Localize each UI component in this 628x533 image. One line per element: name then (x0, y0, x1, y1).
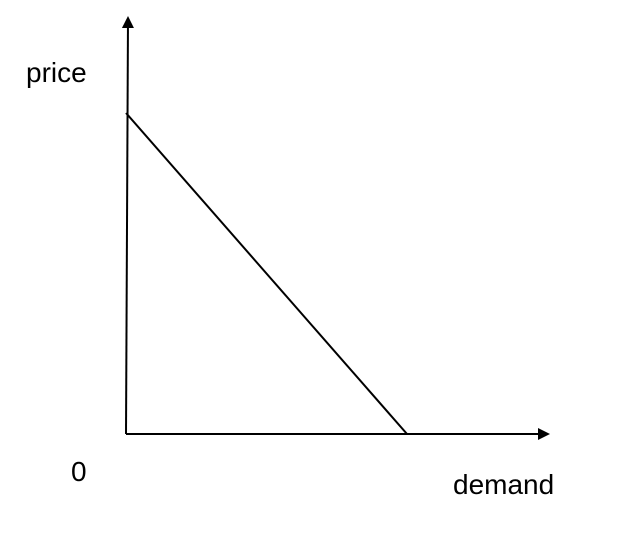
y-axis-label: price (26, 57, 87, 88)
series-group (125, 112, 408, 435)
y-axis (121, 16, 134, 435)
demand-curve-segment (125, 112, 408, 435)
x-axis-label: demand (453, 469, 554, 500)
origin-label: 0 (71, 456, 87, 487)
